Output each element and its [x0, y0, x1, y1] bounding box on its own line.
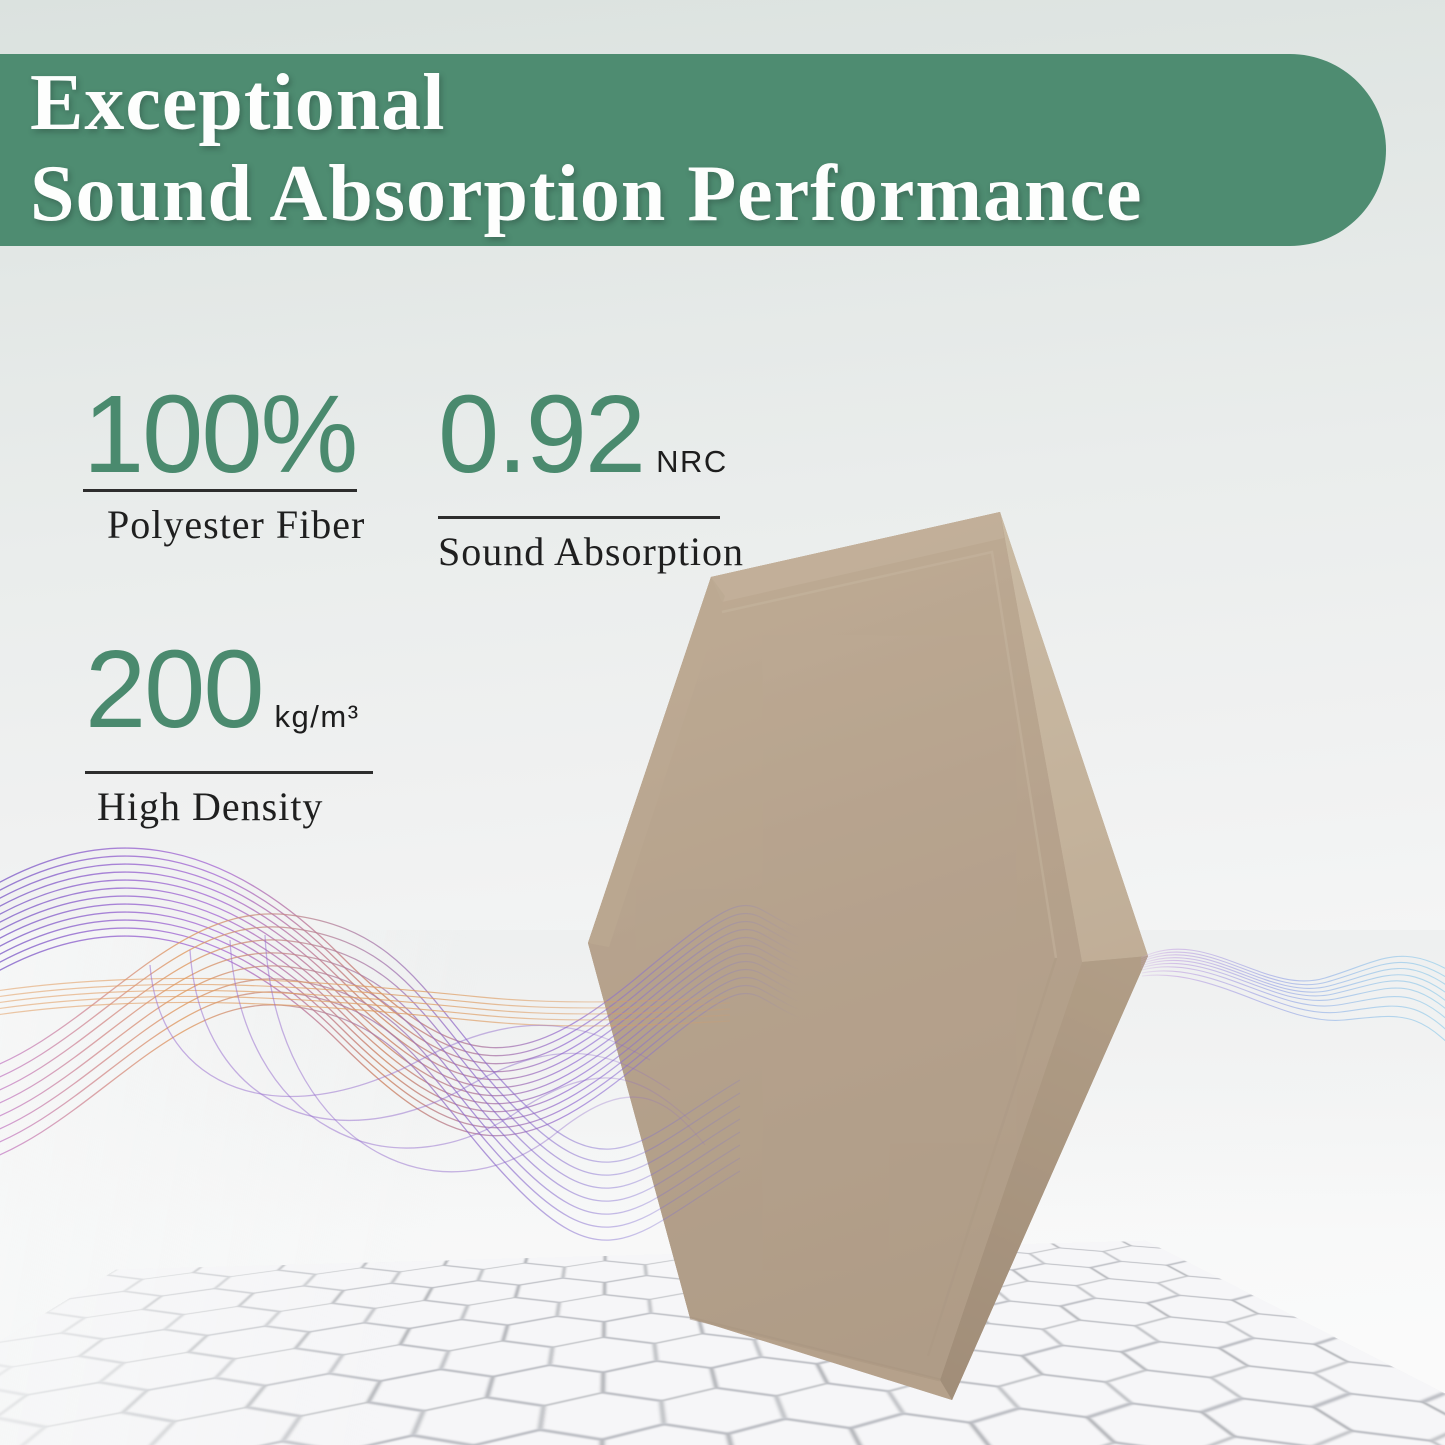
title-line-1: Exceptional [30, 59, 446, 147]
stat-label-density: High Density [97, 783, 324, 829]
stat-block-density: 200 kg/m³ High Density [85, 628, 373, 830]
title-line-2: Sound Absorption Performance [30, 150, 1143, 238]
right-wave-bundle [1140, 948, 1445, 1042]
stat-value-polyester: 100% [83, 373, 358, 496]
stat-label-nrc: Sound Absorption [438, 528, 745, 574]
stat-underline [83, 489, 357, 492]
title-banner: Exceptional Sound Absorption Performance [0, 54, 1386, 246]
stat-value-nrc: 0.92 [438, 373, 646, 496]
left-wave-orange-band [0, 977, 731, 1027]
left-wave-loops [149, 934, 706, 1173]
stat-underline [438, 516, 720, 519]
left-wave-lower-bundle [0, 913, 741, 1241]
stat-block-polyester: 100% Polyester Fiber [83, 373, 366, 548]
stat-block-nrc: 0.92 NRC Sound Absorption [438, 373, 745, 575]
stat-unit-density: kg/m³ [274, 699, 360, 734]
stat-value-density: 200 [85, 628, 265, 751]
stat-underline [85, 771, 373, 774]
page-title: Exceptional Sound Absorption Performance [30, 58, 1143, 240]
stat-unit-nrc: NRC [656, 444, 728, 479]
stat-label-polyester: Polyester Fiber [107, 501, 366, 547]
